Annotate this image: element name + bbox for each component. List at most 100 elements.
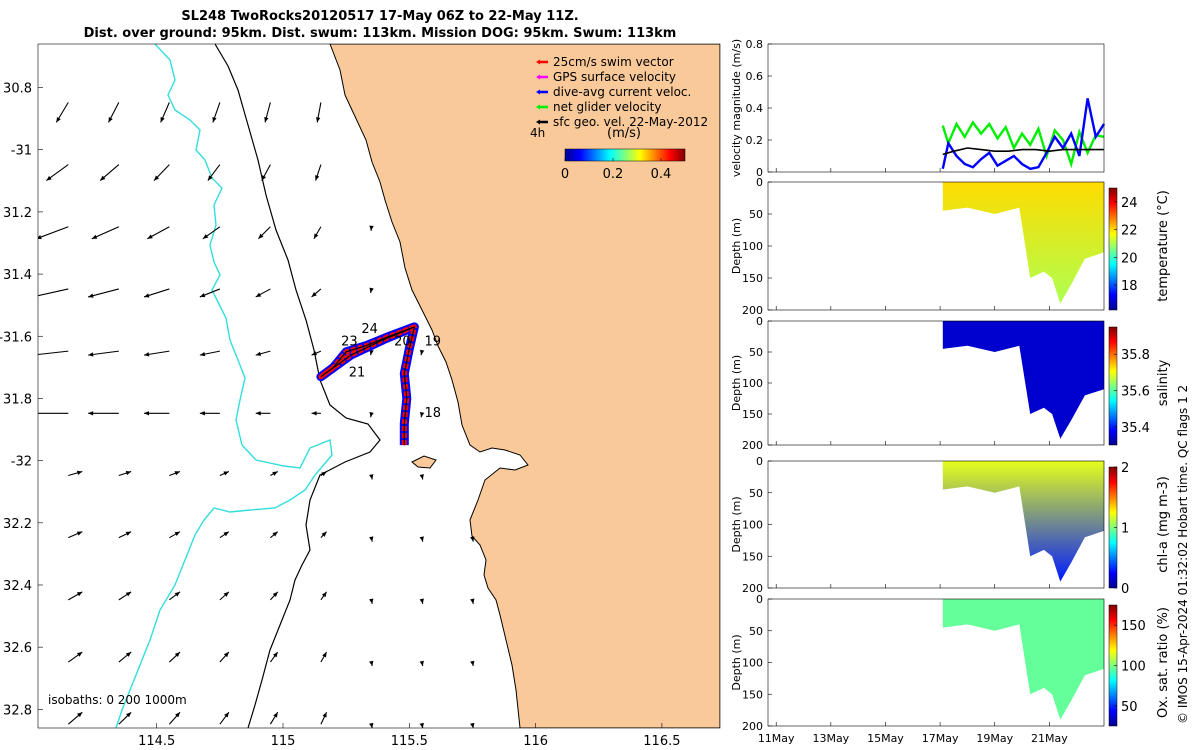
geo-arrow (38, 350, 69, 356)
map-y-tick-label: 31.4 (3, 268, 32, 283)
legend-label: dive-avg current veloc. (553, 85, 691, 99)
panel-y-label: Depth (m) (730, 355, 743, 411)
geo-arrow-head (174, 471, 181, 476)
map-x-tick-label: 116 (523, 734, 548, 749)
velocity-series-dac (941, 98, 1106, 171)
section-fill (942, 461, 1104, 582)
section-colorbar (1108, 187, 1118, 311)
panel-y-tick-label: 100 (742, 240, 763, 253)
geo-arrow-head (261, 175, 267, 181)
map-y-tick-label: -31 (11, 144, 32, 159)
panel-y-tick-label: 0 (756, 176, 763, 189)
geo-arrow-head (76, 591, 83, 597)
geo-arrow-head (100, 175, 106, 181)
geo-arrow-head (160, 116, 165, 123)
geo-arrow-head (321, 591, 327, 598)
geo-arrow-head (125, 652, 132, 657)
panel-y-tick-label: 50 (749, 625, 763, 638)
map-y-tick-label: 32.4 (3, 579, 32, 594)
geo-arrow-head (91, 234, 98, 239)
colorbar-tick-label: 50 (1121, 700, 1138, 715)
geo-arrow-head (77, 712, 83, 718)
geo-arrow-head (311, 351, 318, 356)
time-tick-label: 19May (976, 732, 1013, 745)
section-fill (942, 321, 1104, 439)
time-axis: 11May 13May 15May 17May 19May 21May (758, 732, 1068, 745)
day-label: 19 (424, 335, 441, 350)
day-label: 20 (394, 335, 411, 350)
geo-arrow-head (470, 722, 475, 728)
geo-arrow-head (264, 117, 269, 123)
geo-arrow-head (38, 234, 42, 240)
panel-y-tick-label: 0 (756, 166, 763, 179)
legend-swatch-head (536, 104, 540, 110)
geo-arrow-head (369, 411, 374, 418)
geo-arrow-head (76, 531, 83, 536)
geo-arrow-head (174, 652, 181, 658)
land-mass (329, 44, 720, 728)
day-label: 18 (424, 406, 441, 421)
geo-arrow-head (199, 411, 205, 416)
geo-arrow-head (272, 652, 278, 658)
map-y-tick-label: 32.8 (3, 703, 32, 718)
panel-y-tick-label: 50 (749, 487, 763, 500)
colorbar-tick-label: 100 (1121, 660, 1146, 675)
legend-swatch-head (536, 74, 540, 80)
geo-arrow-head (88, 293, 94, 298)
colorbar-tick-label: 18 (1121, 279, 1138, 294)
geo-arrow-head (126, 712, 132, 718)
geo-arrow-head (419, 536, 424, 542)
day-label: 24 (361, 322, 378, 337)
geo-arrow-head (125, 531, 132, 536)
panel-background (768, 44, 1104, 172)
speed-colorbar: 4h (m/s) 0 0.2 0.4 (530, 126, 686, 182)
legend-swatch-head (536, 89, 540, 95)
panel-y-tick-label: 0 (756, 455, 763, 468)
map-y-tick-label: 30.8 (3, 82, 32, 97)
panel-y-tick-label: 50 (749, 346, 763, 359)
geo-arrow-head (369, 225, 374, 231)
panel-y-tick-label: 100 (742, 377, 763, 390)
day-label: 21 (349, 366, 366, 381)
geo-arrow-head (272, 591, 278, 598)
panel-y-tick-label: 200 (742, 720, 763, 733)
panel-frame (767, 181, 1105, 311)
title-line-1: SL248 TwoRocks20120517 17-May 06Z to 22-… (181, 9, 579, 24)
geo-arrow-head (322, 712, 327, 718)
geo-arrow-head (199, 351, 206, 357)
geo-arrow-head (125, 591, 132, 597)
velocity-series-net (941, 120, 1105, 169)
panel-y-tick-label: 100 (742, 657, 763, 670)
panel-y-tick-label: 0.8 (746, 38, 764, 51)
glider-track (316, 322, 419, 446)
geo-arrow-head (369, 349, 374, 356)
panel-y-label: velocity magnitude (m/s) (730, 39, 743, 177)
geo-arrow-head (369, 660, 374, 667)
geo-arrow-head (313, 233, 319, 239)
geo-arrow-head (419, 474, 424, 480)
legend-label: net glider velocity (553, 100, 661, 114)
map-y-tick-label: 32.2 (3, 517, 32, 532)
geo-arrow-head (419, 598, 424, 604)
panel-y-tick-label: 0 (756, 593, 763, 606)
colorbar-tick-label: 0.2 (603, 167, 624, 182)
velocity-series-geo (942, 147, 1104, 156)
map-x-tick-label: 115.5 (391, 734, 428, 749)
legend-swatch-head (536, 119, 540, 125)
geo-arrow (38, 226, 69, 239)
time-tick-label: 15May (867, 732, 904, 745)
time-tick-label: 17May (922, 732, 959, 745)
panel-frame (767, 320, 1105, 446)
geo-arrow-head (315, 175, 320, 181)
geo-arrow-head (32, 294, 37, 298)
time-tick-label: 13May (812, 732, 849, 745)
chl-a-panel: 0 50 100 150 200 Depth (m) 0 1 2 chl-a (mg m-3) (730, 455, 1171, 597)
panel-y-tick-label: 200 (742, 304, 763, 317)
geo-arrow (88, 288, 119, 298)
colorbar-label: temperature (°C) (1156, 190, 1171, 302)
colorbar-tick-label: 22 (1121, 224, 1138, 239)
temperature-panel: 0 50 100 150 200 Depth (m) 18 20 22 24 temperature… (730, 176, 1171, 317)
colorbar-ticks: 0 0.2 0.4 (561, 158, 671, 182)
